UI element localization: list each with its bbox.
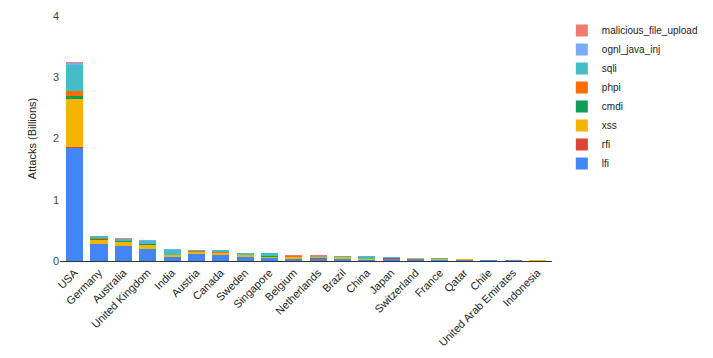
svg-text:1: 1 — [53, 194, 59, 206]
svg-text:United Arab Emirates: United Arab Emirates — [436, 266, 518, 348]
svg-text:cmdi: cmdi — [602, 101, 623, 112]
svg-text:Netherlands: Netherlands — [273, 266, 324, 317]
svg-text:Germany: Germany — [64, 266, 105, 307]
svg-text:Chile: Chile — [468, 267, 494, 293]
svg-text:xss: xss — [602, 120, 617, 131]
svg-text:USA: USA — [55, 266, 80, 291]
svg-text:China: China — [343, 266, 372, 295]
svg-text:Austria: Austria — [169, 266, 202, 299]
svg-text:Canada: Canada — [190, 266, 226, 302]
svg-text:0: 0 — [53, 255, 59, 267]
svg-text:malicious_file_upload: malicious_file_upload — [602, 25, 698, 36]
svg-text:sqli: sqli — [602, 63, 617, 74]
svg-text:Singapore: Singapore — [231, 267, 275, 311]
svg-text:Switzerland: Switzerland — [372, 267, 421, 316]
svg-text:lfi: lfi — [602, 158, 609, 169]
svg-text:United Kingdom: United Kingdom — [89, 267, 153, 331]
svg-text:phpi: phpi — [602, 82, 621, 93]
svg-text:Qatar: Qatar — [442, 266, 470, 294]
svg-text:ognl_java_inj: ognl_java_inj — [602, 44, 660, 55]
svg-text:Sweden: Sweden — [214, 267, 251, 304]
svg-text:Japan: Japan — [367, 267, 397, 297]
svg-text:Brazil: Brazil — [320, 267, 348, 295]
svg-text:3: 3 — [53, 71, 59, 83]
svg-text:France: France — [413, 267, 446, 300]
svg-text:rfi: rfi — [602, 139, 610, 150]
svg-text:Australia: Australia — [90, 266, 129, 305]
svg-text:Belgium: Belgium — [263, 267, 300, 304]
svg-text:Attacks (Billions): Attacks (Billions) — [26, 98, 38, 179]
svg-text:Indonesia: Indonesia — [500, 266, 543, 309]
svg-text:4: 4 — [53, 10, 59, 22]
svg-text:India: India — [152, 266, 178, 292]
svg-text:2: 2 — [53, 132, 59, 144]
